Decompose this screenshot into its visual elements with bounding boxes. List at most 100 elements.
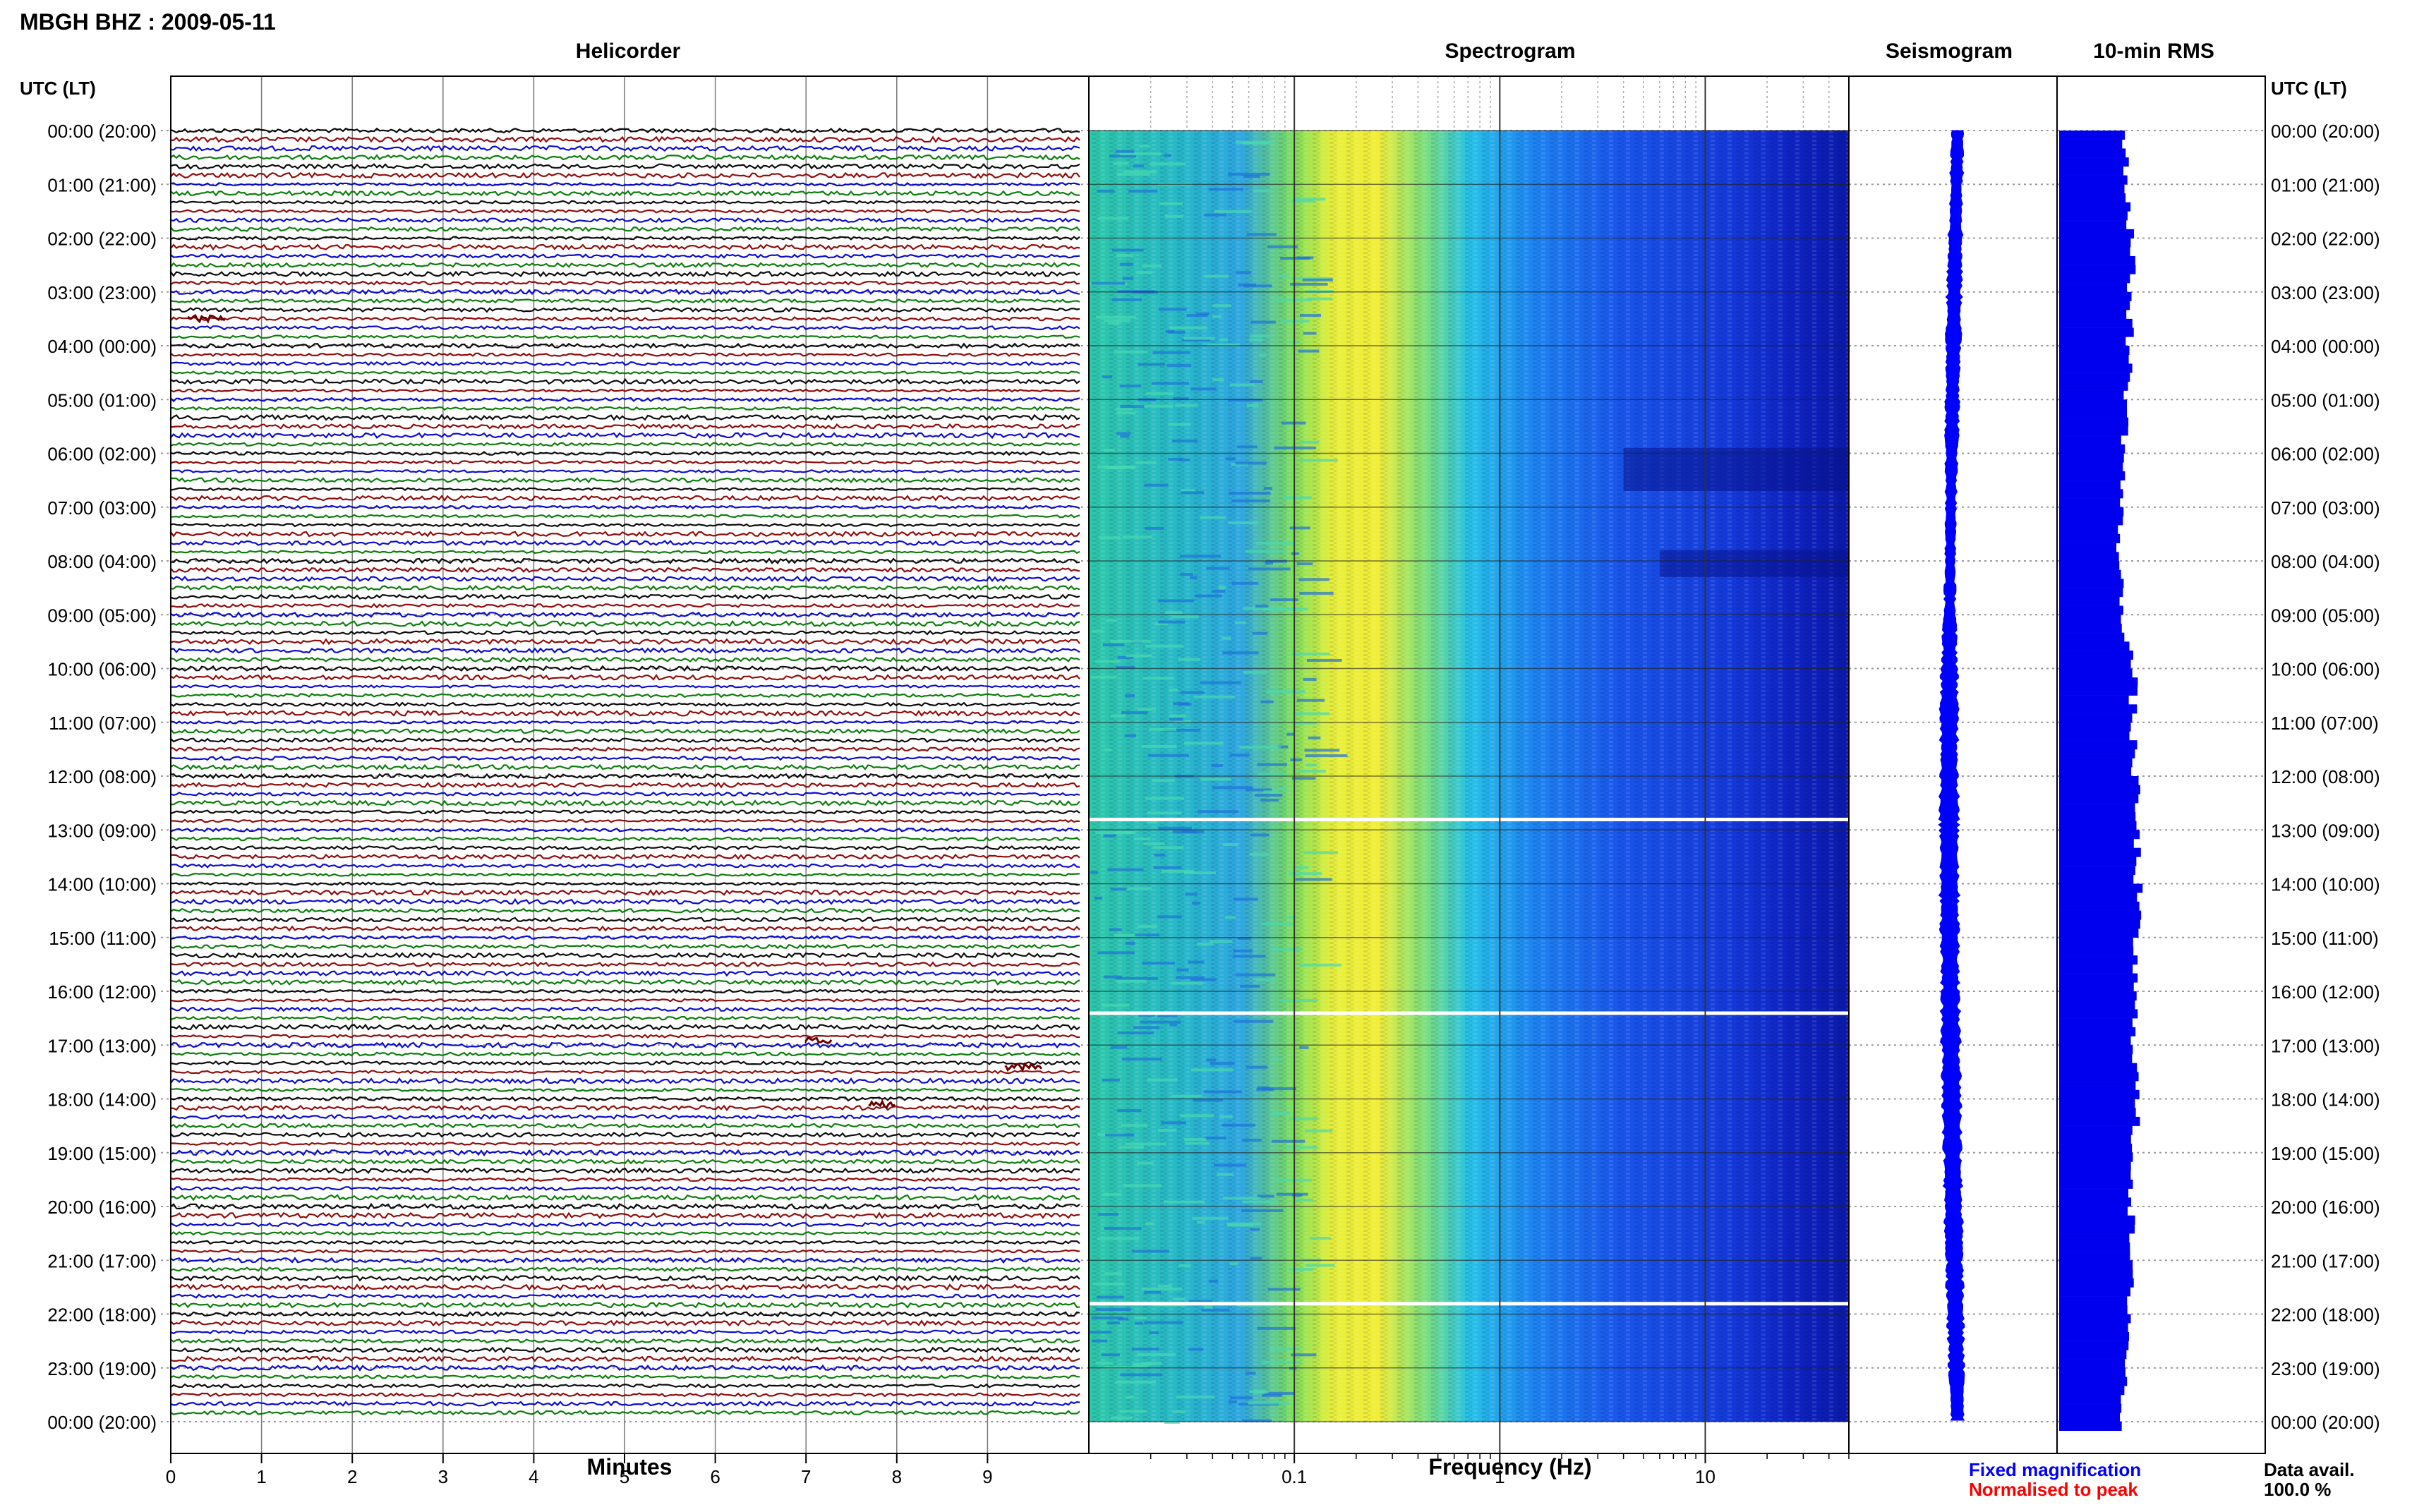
helicorder-trace [169, 1311, 1080, 1318]
spectrogram-streak [1107, 1321, 1120, 1324]
rms-bar [2059, 543, 2117, 552]
spectrogram-streak [1172, 397, 1189, 401]
spectrogram-streak [1140, 1020, 1181, 1024]
spectrogram-streak [1298, 440, 1320, 444]
minute-tick-label: 4 [529, 1466, 538, 1487]
rms-bar [2059, 695, 2129, 705]
rms-bar [2059, 991, 2137, 1001]
spectrogram-streak [1250, 1257, 1262, 1260]
rms-bar [2059, 929, 2139, 938]
time-label-left: 00:00 (20:00) [47, 121, 157, 142]
spectrogram-streak [1116, 979, 1147, 983]
spectrogram-streak [1103, 975, 1122, 979]
time-label-right: 01:00 (21:00) [2271, 174, 2380, 195]
rms-bar [2059, 148, 2126, 158]
time-label-right: 08:00 (04:00) [2271, 551, 2380, 572]
rms-bar [2059, 1367, 2125, 1377]
spectrogram-streak [1115, 1380, 1157, 1384]
helicorder-trace [169, 442, 1080, 447]
rms-bar [2059, 184, 2125, 194]
helicorder-trace [169, 1087, 1080, 1093]
rms-bar [2059, 1099, 2135, 1108]
legend-normalised-to-peak: Normalised to peak [1969, 1479, 2138, 1500]
spectrogram-streak [1138, 925, 1157, 929]
rms-bar [2059, 1089, 2140, 1099]
helicorder-trace [169, 1240, 1080, 1245]
spectrogram-streak [1115, 150, 1135, 153]
helicorder-trace [169, 1374, 1080, 1380]
helicorder-trace [169, 181, 1080, 187]
left-axis-label: UTC (LT) [20, 78, 96, 99]
spectrogram-streak [1171, 615, 1199, 619]
spectrogram-streak [1164, 154, 1171, 157]
helicorder-trace [169, 1266, 1080, 1273]
helicorder-trace [169, 1401, 1080, 1407]
spectrogram-streak [1163, 1200, 1205, 1204]
spectrogram-streak [1183, 871, 1217, 875]
helicorder-trace [169, 898, 1080, 905]
spectrogram-streak [1142, 677, 1175, 680]
spectrogram-streak [1145, 392, 1174, 395]
rms-bar [2059, 435, 2121, 445]
spectrogram-streak [1204, 213, 1227, 217]
rms-bar [2059, 731, 2130, 741]
time-label-left: 23:00 (19:00) [47, 1358, 157, 1379]
helicorder-event [1004, 1062, 1043, 1072]
rms-bar [2059, 1296, 2128, 1306]
spectrogram-streak [1147, 754, 1189, 757]
helicorder-trace [169, 1364, 1080, 1372]
spectrogram-streak [1231, 581, 1259, 585]
spectrogram-streak [1289, 872, 1322, 876]
helicorder-trace [169, 135, 1080, 143]
rms-bar [2059, 1242, 2130, 1252]
spectrogram-streak [1102, 1003, 1130, 1007]
spectrogram-streak [1231, 499, 1270, 502]
spectrogram-streak [1149, 1331, 1159, 1334]
time-label-left: 09:00 (05:00) [47, 605, 157, 626]
spectrogram-streak [1278, 274, 1289, 278]
helicorder-trace [169, 1167, 1080, 1174]
helicorder-trace [169, 378, 1080, 385]
spectrogram-streak [1144, 1290, 1162, 1294]
spectrogram-streak [1264, 1391, 1296, 1395]
spectrogram-streak [1267, 1288, 1301, 1291]
helicorder-trace [169, 361, 1080, 366]
spectrogram-streak [1111, 1416, 1133, 1420]
rms-bar [2059, 390, 2124, 400]
spectrogram-streak [1114, 933, 1147, 937]
helicorder-trace [169, 1149, 1080, 1157]
minute-tick-label: 9 [982, 1466, 992, 1487]
spectrogram-streak [1188, 1300, 1213, 1303]
rms-bar [2059, 758, 2133, 768]
helicorder-trace [169, 154, 1080, 161]
spectrogram-streak [1169, 1023, 1177, 1027]
spectrogram-streak [1098, 1213, 1118, 1216]
helicorder-trace [169, 970, 1080, 977]
helicorder-trace [169, 647, 1080, 654]
spectrogram-streak [1120, 1373, 1162, 1377]
spectrogram-streak [1180, 691, 1205, 694]
spectrogram-streak [1095, 1308, 1131, 1312]
time-label-left: 11:00 (07:00) [49, 713, 157, 734]
spectrogram-streak [1242, 1419, 1272, 1422]
rms-bar [2059, 1403, 2122, 1413]
spectrogram-streak [1123, 170, 1157, 174]
spectrogram-streak [1303, 677, 1317, 681]
helicorder-trace [169, 189, 1080, 197]
time-label-right: 05:00 (01:00) [2271, 389, 2380, 411]
spectrogram-streak [1293, 866, 1309, 869]
time-label-right: 15:00 (11:00) [2271, 928, 2379, 949]
spectrogram-streak [1203, 274, 1229, 278]
spectrogram-streak [1133, 164, 1144, 168]
spectrogram-streak [1222, 843, 1238, 847]
spectrogram-streak [1117, 1317, 1129, 1321]
rms-bar [2059, 417, 2129, 427]
helicorder-trace [169, 243, 1080, 251]
spectrogram-streak [1183, 1137, 1207, 1141]
spectrogram-streak [1229, 1396, 1253, 1400]
spectrogram-streak [1246, 1065, 1268, 1069]
spectrogram-streak [1228, 1400, 1237, 1403]
spectrogram-streak [1138, 1013, 1155, 1017]
spectrogram-streak [1158, 308, 1187, 311]
rms-bar [2059, 157, 2129, 167]
